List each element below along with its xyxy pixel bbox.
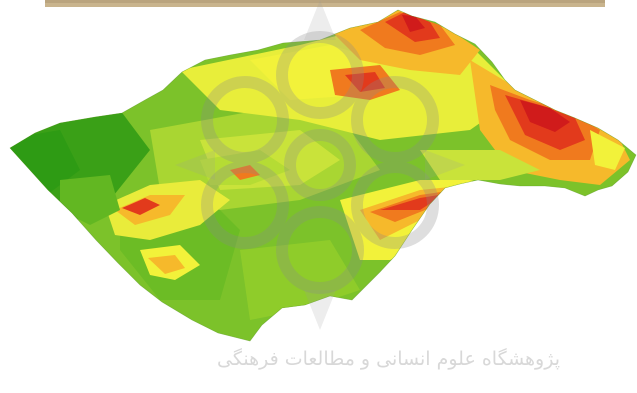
terrain-outline	[9, 9, 637, 342]
watermark-text: پژوهشگاه علوم انسانی و مطالعات فرهنگی	[217, 348, 560, 370]
top-photo-strip	[45, 0, 605, 7]
geometric-rosette-emblem	[201, 31, 439, 294]
